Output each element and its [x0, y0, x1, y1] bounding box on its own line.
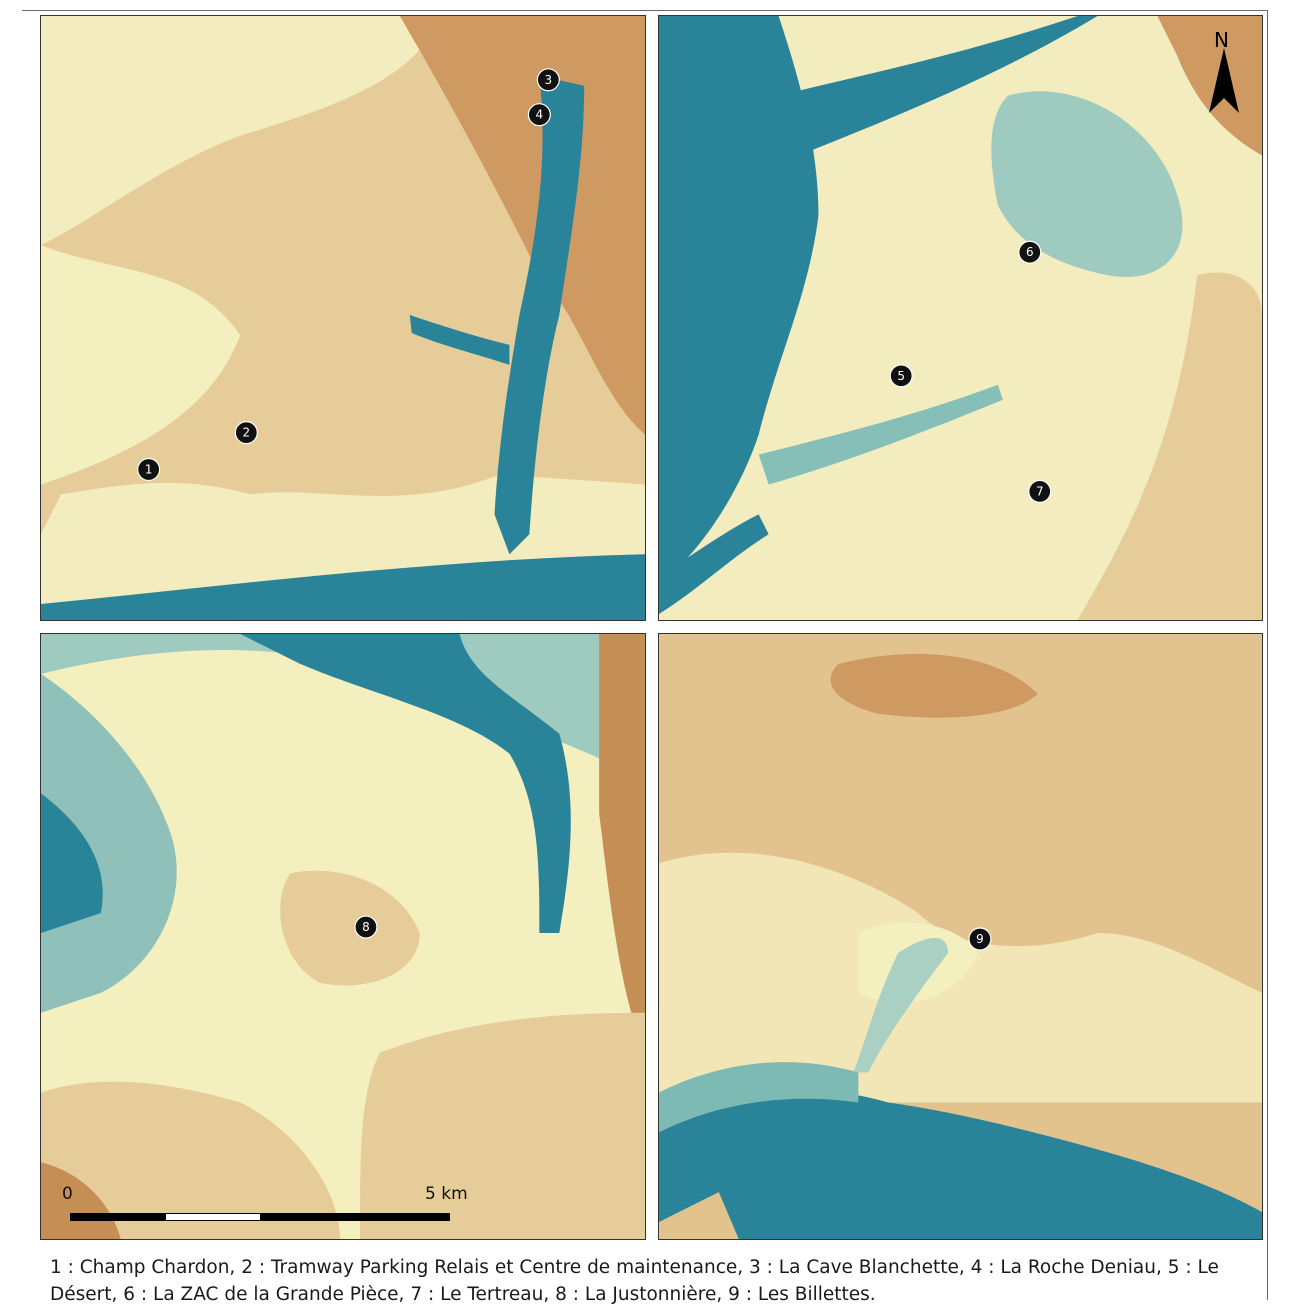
markers-layer-top-right: 5 6 7: [889, 240, 1052, 503]
svg-text:1: 1: [145, 462, 153, 476]
svg-text:3: 3: [545, 73, 553, 87]
north-arrow-label: N: [1214, 28, 1229, 52]
scale-end-label: 5 km: [425, 1184, 468, 1204]
map-panel-bottom-left[interactable]: 8: [40, 633, 646, 1240]
markers-layer-bottom-left: 8: [354, 915, 378, 939]
scale-bar: [70, 1213, 450, 1221]
markers-layer-bottom-right: 9: [968, 927, 992, 951]
site-marker-3[interactable]: 3: [536, 68, 560, 92]
site-marker-7[interactable]: 7: [1028, 479, 1052, 503]
elevation-map-bottom-right: [659, 634, 1262, 1239]
svg-text:2: 2: [243, 426, 251, 440]
svg-text:5: 5: [897, 369, 905, 383]
elevation-map-top-right: [659, 16, 1262, 620]
site-marker-2[interactable]: 2: [234, 421, 258, 445]
map-caption: 1 : Champ Chardon, 2 : Tramway Parking R…: [50, 1257, 1219, 1305]
map-panel-top-right[interactable]: 5 6 7: [658, 15, 1263, 621]
site-marker-8[interactable]: 8: [354, 915, 378, 939]
elevation-map-bottom-left: [41, 634, 645, 1239]
site-marker-5[interactable]: 5: [889, 364, 913, 388]
figure-frame: [22, 10, 1268, 1300]
north-arrow-icon: [1209, 48, 1239, 113]
map-panel-top-left[interactable]: 1 2 3 4: [40, 15, 646, 621]
svg-text:4: 4: [536, 108, 544, 122]
site-marker-9[interactable]: 9: [968, 927, 992, 951]
site-marker-4[interactable]: 4: [527, 103, 551, 127]
svg-text:8: 8: [362, 920, 370, 934]
svg-text:9: 9: [976, 932, 984, 946]
site-marker-6[interactable]: 6: [1018, 240, 1042, 264]
markers-layer-top-left: 1 2 3 4: [137, 68, 560, 482]
scale-segment: [71, 1214, 166, 1220]
svg-text:7: 7: [1036, 484, 1044, 498]
scale-start-label: 0: [62, 1184, 73, 1204]
site-marker-1[interactable]: 1: [137, 457, 161, 482]
elevation-map-top-left: [41, 16, 645, 620]
scale-segment: [260, 1214, 449, 1220]
svg-text:6: 6: [1026, 245, 1034, 259]
scale-segment: [165, 1214, 260, 1220]
map-panel-bottom-right[interactable]: 9: [658, 633, 1263, 1240]
